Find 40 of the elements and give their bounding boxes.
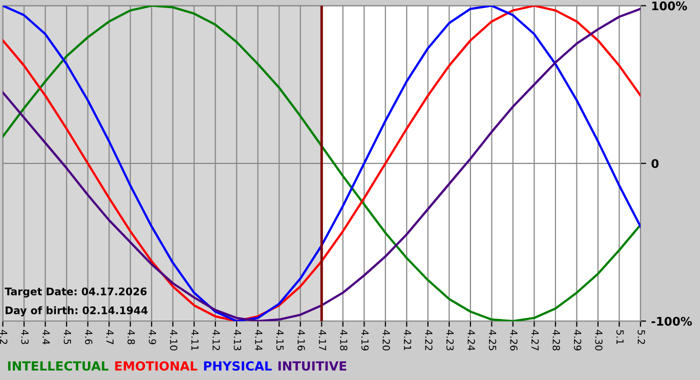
- y-tick-label: 0: [651, 159, 659, 168]
- x-tick-label: 4.15: [276, 330, 284, 350]
- x-tick-label: 4.28: [552, 330, 560, 350]
- x-tick-label: 4.6: [85, 330, 92, 344]
- x-tick-label: 4.19: [361, 330, 369, 350]
- x-tick-label: 4.9: [148, 330, 156, 344]
- x-tick-label: 4.29: [574, 330, 582, 350]
- y-tick-label: -100%: [652, 316, 692, 326]
- x-tick-label: 4.7: [106, 330, 114, 344]
- x-tick-label: 4.27: [532, 330, 539, 350]
- x-tick-label: 4.21: [404, 330, 412, 350]
- x-tick-label: 4.4: [42, 330, 50, 344]
- x-tick-label: 4.17: [318, 330, 326, 350]
- text: PHYSICAL: [204, 361, 272, 371]
- x-tick-label: 4.25: [488, 330, 496, 350]
- x-tick-label: 4.8: [128, 330, 135, 344]
- text: EMOTIONAL: [115, 361, 198, 371]
- y-tick-label: 100%: [652, 1, 688, 10]
- x-tick-label: 4.13: [234, 330, 242, 350]
- annotation: Target Date: 04.17.2026: [4, 287, 147, 298]
- x-tick-label: 4.26: [510, 330, 518, 350]
- x-tick-label: 4.16: [298, 330, 305, 350]
- x-tick-label: 4.24: [468, 330, 475, 351]
- x-tick-label: 4.30: [595, 330, 603, 350]
- x-tick-label: 4.20: [382, 330, 390, 350]
- x-tick-label: 4.11: [191, 330, 199, 350]
- x-tick-label: 4.14: [255, 330, 262, 351]
- x-tick-label: 4.12: [212, 330, 220, 350]
- x-tick-label: 5.1: [616, 330, 624, 344]
- x-tick-label: 5.2: [638, 330, 646, 344]
- text: INTELLECTUAL: [8, 361, 108, 371]
- annotation: Day of birth: 02.14.1944: [6, 306, 148, 316]
- x-tick-label: 4.22: [425, 330, 432, 350]
- x-tick-label: 4.2: [0, 330, 8, 344]
- x-tick-label: 4.3: [21, 330, 29, 344]
- x-tick-label: 4.5: [64, 330, 71, 344]
- x-tick-label: 4.23: [446, 330, 454, 350]
- text: INTUITIVE: [278, 361, 346, 371]
- x-tick-label: 4.10: [170, 330, 178, 350]
- x-tick-label: 4.18: [340, 330, 348, 350]
